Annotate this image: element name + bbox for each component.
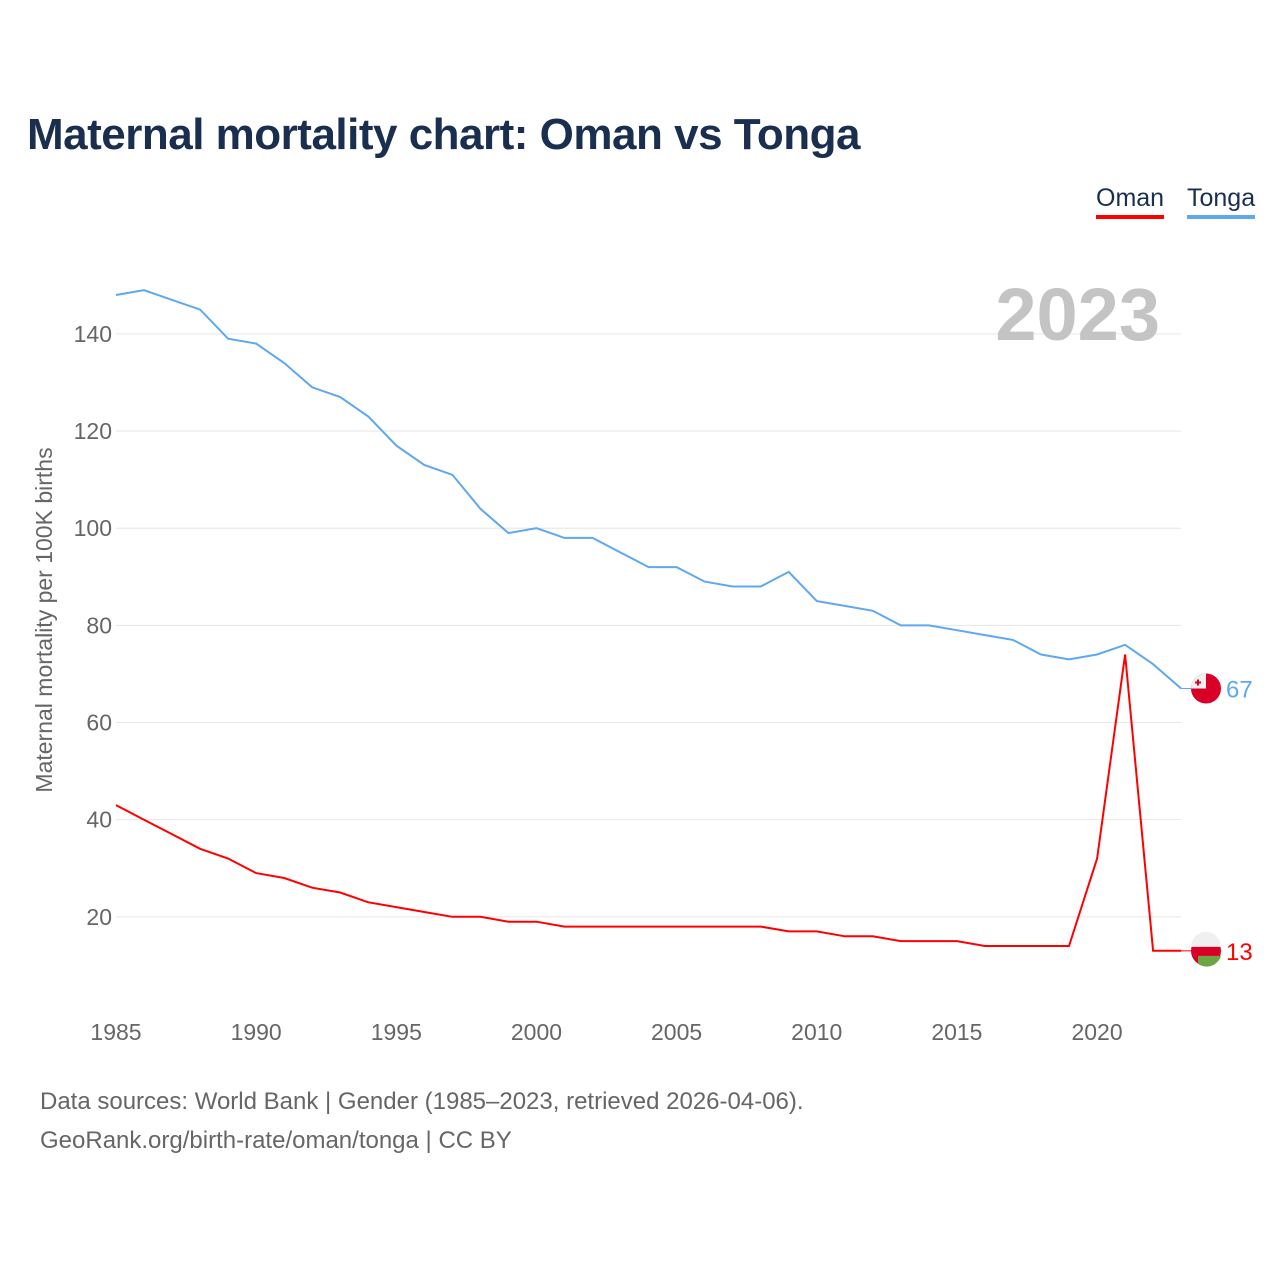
x-tick-label: 2005 [651, 1019, 702, 1045]
x-tick-label: 2000 [511, 1019, 562, 1045]
tonga-flag-icon [1191, 673, 1221, 704]
footer-credit: GeoRank.org/birth-rate/oman/tonga | CC B… [40, 1127, 512, 1154]
x-tick-label: 2015 [931, 1019, 982, 1045]
x-tick-label: 2020 [1071, 1019, 1122, 1045]
x-tick-label: 1990 [231, 1019, 282, 1045]
x-tick-label: 1995 [371, 1019, 422, 1045]
footer-sources: Data sources: World Bank | Gender (1985–… [40, 1088, 804, 1115]
y-tick-label: 120 [74, 418, 112, 444]
y-tick-label: 140 [74, 321, 112, 347]
y-axis-label: Maternal mortality per 100K births [31, 447, 57, 792]
end-value-oman: 13 [1226, 939, 1253, 966]
y-tick-label: 60 [86, 710, 112, 736]
series-line-tonga [115, 289, 1182, 690]
oman-flag-icon [1191, 931, 1221, 967]
y-tick-label: 80 [86, 612, 112, 638]
x-tick-label: 2010 [791, 1019, 842, 1045]
year-watermark: 2023 [995, 273, 1160, 356]
legend-oman[interactable]: Oman [1096, 184, 1165, 219]
legend-tonga[interactable]: Tonga [1187, 184, 1256, 219]
end-value-tonga: 67 [1226, 677, 1253, 704]
y-tick-label: 20 [86, 904, 112, 930]
y-tick-label: 40 [86, 807, 112, 833]
y-tick-label: 100 [74, 515, 112, 541]
series-line-oman [115, 654, 1182, 952]
chart-title: Maternal mortality chart: Oman vs Tonga [27, 110, 860, 159]
x-tick-label: 1985 [90, 1019, 141, 1045]
